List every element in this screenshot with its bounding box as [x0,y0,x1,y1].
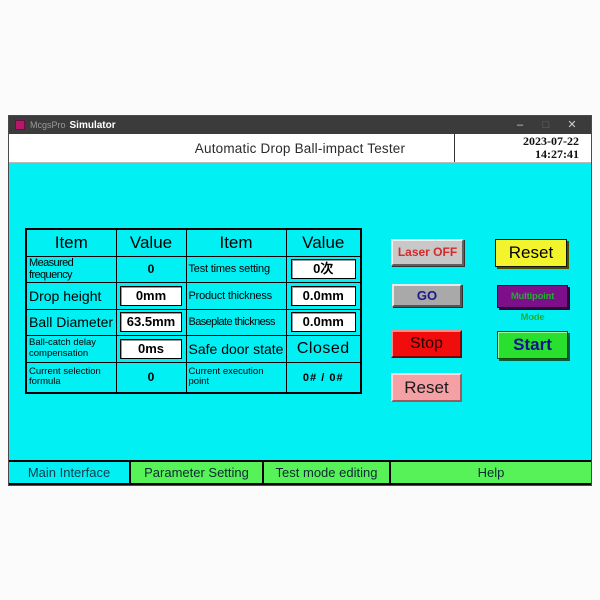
label-test-times-setting: Test times setting [185,255,287,283]
ball-diameter-input[interactable]: 63.5mm [120,312,182,332]
label-product-thickness: Product thickness [185,281,287,310]
close-icon[interactable]: ✕ [567,119,577,131]
titlebar: McgsPro Simulator – □ ✕ [9,116,591,134]
table-row: Current selection formula 0 Current exec… [25,361,362,394]
time-value: 14:27:41 [535,147,579,161]
simulator-window: McgsPro Simulator – □ ✕ Automatic Drop B… [8,115,592,486]
date-value: 2023-07-22 [523,134,579,148]
baseplate-thickness-input[interactable]: 0.0mm [290,312,356,332]
start-button[interactable]: Start [497,331,568,359]
safe-door-state-value: Closed [296,339,350,357]
tab-main-interface[interactable]: Main Interface [9,462,131,483]
parameters-table: Item Value Item Value Measured frequency… [25,228,362,394]
current-execution-point-value: 0# / 0# [302,372,344,385]
maximize-icon[interactable]: □ [542,119,550,131]
mcgspro-app-icon [15,120,25,130]
col-header-value-1: Value [115,228,187,257]
tab-test-mode-editing[interactable]: Test mode editing [264,462,391,483]
test-times-setting-input[interactable]: 0次 [290,259,356,279]
label-baseplate-thickness: Baseplate thickness [185,308,287,336]
label-drop-height: Drop height [25,281,117,310]
measured-frequency-value: 0 [147,262,155,276]
main-interface-screen: Item Value Item Value Measured frequency… [9,163,591,485]
col-header-item-1: Item [25,228,117,257]
product-thickness-input[interactable]: 0.0mm [290,285,356,306]
label-ball-catch-delay: Ball-catch delay compensation [25,334,117,363]
window-controls: – □ ✕ [507,116,585,134]
table-row: Ball Diameter 63.5mm Baseplate thickness… [25,308,362,336]
app-brand: McgsPro [30,120,66,130]
app-title: Simulator [69,119,116,131]
col-header-value-2: Value [285,228,362,257]
multipoint-mode-button[interactable]: Multipoint Mode [497,285,568,323]
drop-height-input[interactable]: 0mm [120,285,182,306]
reset-button-yellow[interactable]: Reset [495,239,567,267]
table-row: Drop height 0mm Product thickness 0.0mm [25,281,362,310]
col-header-item-2: Item [185,228,287,257]
label-ball-diameter: Ball Diameter [25,308,117,336]
page-title: Automatic Drop Ball-impact Tester [194,141,406,156]
reset-button-pink[interactable]: Reset [391,373,462,402]
label-measured-frequency: Measured frequency [25,255,117,283]
table-row: Ball-catch delay compensation 0ms Safe d… [25,334,362,363]
table-row: Measured frequency 0 Test times setting … [25,255,362,283]
current-selection-formula-value: 0 [147,370,155,385]
tab-help[interactable]: Help [391,462,591,483]
tab-parameter-setting[interactable]: Parameter Setting [131,462,264,483]
ball-catch-delay-input[interactable]: 0ms [120,338,182,359]
label-safe-door-state: Safe door state [185,334,287,363]
label-current-selection-formula: Current selection formula [25,361,117,394]
header: Automatic Drop Ball-impact Tester 2023-0… [9,134,591,163]
label-current-execution-point: Current execution point [185,361,287,394]
bottom-tab-bar: Main Interface Parameter Setting Test mo… [9,460,591,485]
minimize-icon[interactable]: – [516,119,524,131]
laser-off-button[interactable]: Laser OFF [391,239,464,266]
go-button[interactable]: GO [392,284,462,307]
stop-button[interactable]: Stop [391,330,462,358]
datetime-display: 2023-07-22 14:27:41 [454,134,591,162]
